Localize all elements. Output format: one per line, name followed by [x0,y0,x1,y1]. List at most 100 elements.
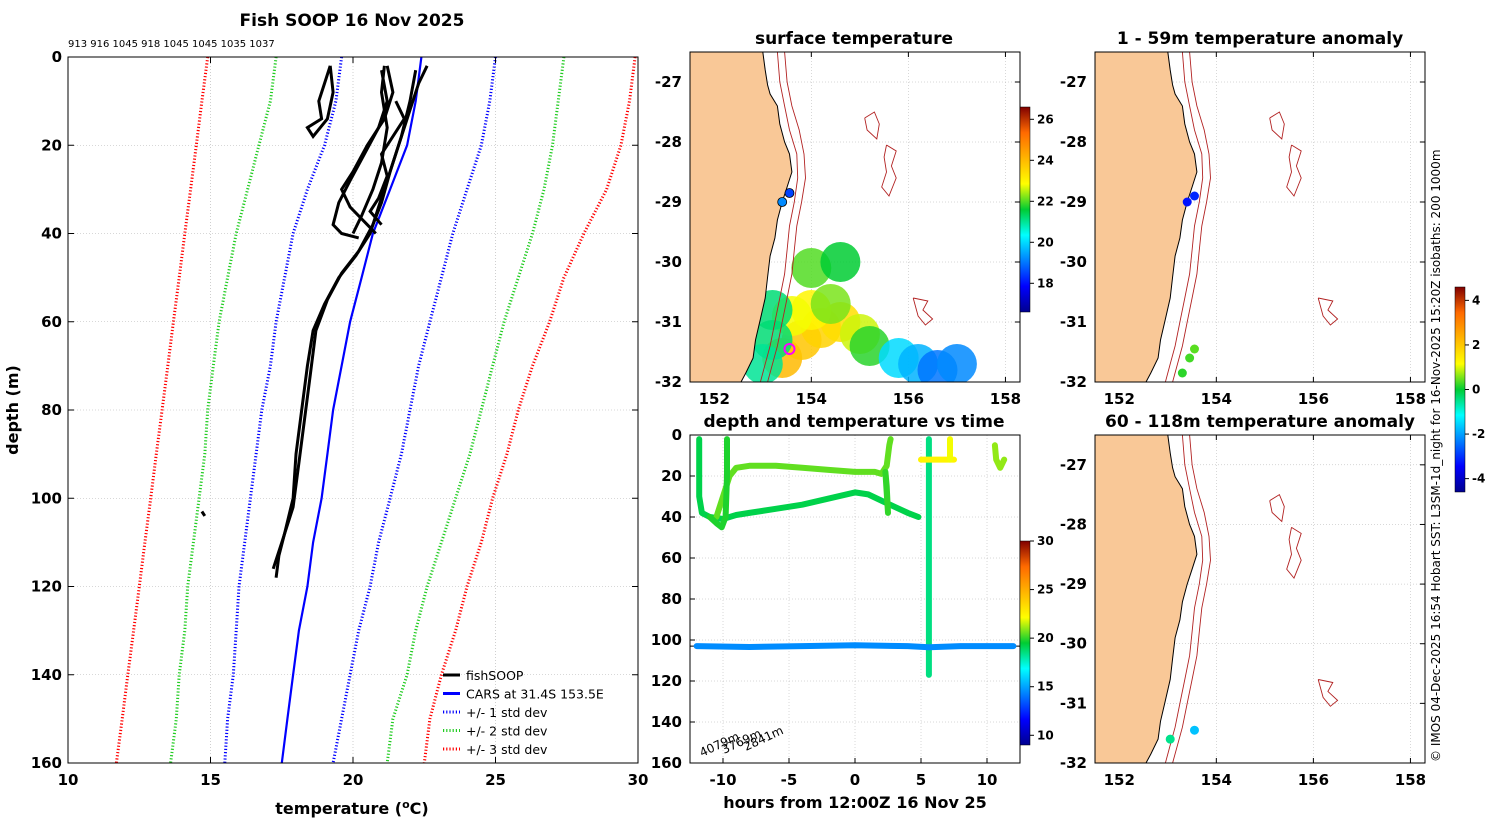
ts-track [882,468,891,516]
map-frame [1094,51,1426,383]
map-ytick-label: -28 [655,133,682,151]
sst-field [742,242,977,382]
ts-track [706,436,730,531]
profile-series [114,56,637,764]
map-xtick-label: 158 [990,390,1021,408]
profile-ytick-label: 80 [41,401,62,419]
ts-xtick-label: -5 [781,771,798,789]
map-xtick-label: 158 [1395,771,1426,789]
profile-xtick-label: 25 [485,771,506,789]
map-ytick-label: -32 [655,373,682,391]
profile-ytick-label: 20 [41,136,62,154]
profile-line-fishsoop-cast-7 [351,65,389,235]
map-ytick-label: -27 [1060,456,1087,474]
anomaly-point [1189,191,1199,201]
anomaly-colorbar-tick-label: 0 [1472,383,1480,397]
legend-label: fishSOOP [466,668,524,683]
map-xtick-label: 158 [1395,390,1426,408]
cast-location [777,197,788,207]
anomaly-point [1177,368,1187,378]
map-ytick-label: -31 [1060,694,1087,712]
land [1095,52,1197,382]
upper-anomaly-title: 1 - 59m temperature anomaly [1117,29,1403,49]
ts-ytick-label: 80 [661,590,682,608]
profile-line-fishsoop-cast-5 [368,100,407,226]
timeseries-colorbar [1019,540,1031,746]
profile-title: Fish SOOP 16 Nov 2025 [240,11,465,31]
map-ytick-label: -27 [655,73,682,91]
timeseries-title: depth and temperature vs time [704,412,1005,432]
map-ytick-label: -27 [1060,73,1087,91]
anomaly-colorbar [1454,286,1466,493]
ts-colorbar-tick-label: 20 [1037,631,1054,645]
surface-colorbar [1019,106,1031,313]
map-xtick-label: 152 [1104,390,1135,408]
anomaly-point [1189,344,1199,354]
map-ytick-label: -28 [1060,133,1087,151]
profile-ytick-label: 140 [31,666,62,684]
ts-xtick-label: 10 [977,771,998,789]
lower-anomaly-panel: 60 - 118m temperature anomaly 152 154 156 1… [1060,412,1426,789]
profile-line-plus-2-std [385,56,566,764]
profile-line-plus-1-std [331,56,497,764]
seamount-isobath [1286,527,1302,579]
seamount-isobath [881,144,897,197]
map-ytick-label: -32 [1060,373,1087,391]
profile-grid [67,56,639,764]
seamount-isobath [1269,493,1285,523]
ts-ytick-label: 20 [661,467,682,485]
anomaly-point [1182,197,1192,207]
seamount-isobath [1286,144,1302,197]
colorbar-tick-label: 18 [1037,276,1054,290]
map-xtick-label: 156 [893,390,924,408]
anomaly-colorbar-tick-label: 4 [1472,293,1480,307]
profile-ticks: 10 15 20 25 30 0 20 40 60 80 100 120 140 160 [31,48,649,789]
map-ytick-label: -31 [1060,313,1087,331]
ts-xtick-label: 0 [850,771,860,789]
ts-colorbar-tick-label: 25 [1037,583,1054,597]
map-ytick-label: -29 [655,193,682,211]
profile-ytick-label: 120 [31,578,62,596]
ts-xtick-label: -10 [709,771,736,789]
credit-text: © IMOS 04-Dec-2025 16:54 Hobart SST: L3S… [1429,149,1443,762]
profile-xtick-label: 30 [628,771,649,789]
seamount-isobath [912,297,934,326]
profile-line-fishsoop-point [200,510,207,517]
ts-ytick-label: 60 [661,549,682,567]
map-xtick-label: 152 [699,390,730,408]
map-ytick-label: -32 [1060,754,1087,772]
ts-ytick-label: 120 [651,672,682,690]
legend-label: +/- 2 std dev [466,724,548,739]
seamount-isobath [1317,297,1339,326]
profile-line-minus-3-std [114,56,210,764]
map-xtick-label: 156 [1298,771,1329,789]
profile-line-fishsoop-cast-2 [271,69,418,570]
anomaly-colorbar-tick-label: 2 [1472,338,1480,352]
land [1095,435,1197,763]
ts-track [693,642,1017,651]
ts-ytick-label: 160 [651,754,682,772]
seamount-isobath [1269,111,1285,140]
map-xtick-label: 154 [1201,390,1232,408]
profile-xtick-label: 20 [343,771,364,789]
profile-xtick-label: 10 [58,771,79,789]
ts-ytick-label: 40 [661,508,682,526]
map-ytick-label: -31 [655,313,682,331]
profile-ytick-label: 40 [41,225,62,243]
ts-track [713,436,894,520]
isobath-200m [1164,51,1204,383]
seamount-isobath [864,111,880,140]
profile-ylabel: depth (m) [3,365,22,455]
ts-colorbar-tick-label: 10 [1037,728,1054,742]
colorbar-tick-label: 26 [1037,112,1054,126]
map-ytick-label: -30 [655,253,682,271]
timeseries-xlabel: hours from 12:00Z 16 Nov 25 [723,793,986,812]
anomaly-point [1185,353,1195,363]
profile-legend: fishSOOP CARS at 31.4S 153.5E +/- 1 std de… [443,668,604,757]
map-ytick-label: -30 [1060,253,1087,271]
ts-track [991,442,1008,471]
ts-colorbar-tick-label: 15 [1037,680,1054,694]
ts-colorbar-tick-label: 30 [1037,534,1054,548]
map-frame [1094,434,1426,764]
